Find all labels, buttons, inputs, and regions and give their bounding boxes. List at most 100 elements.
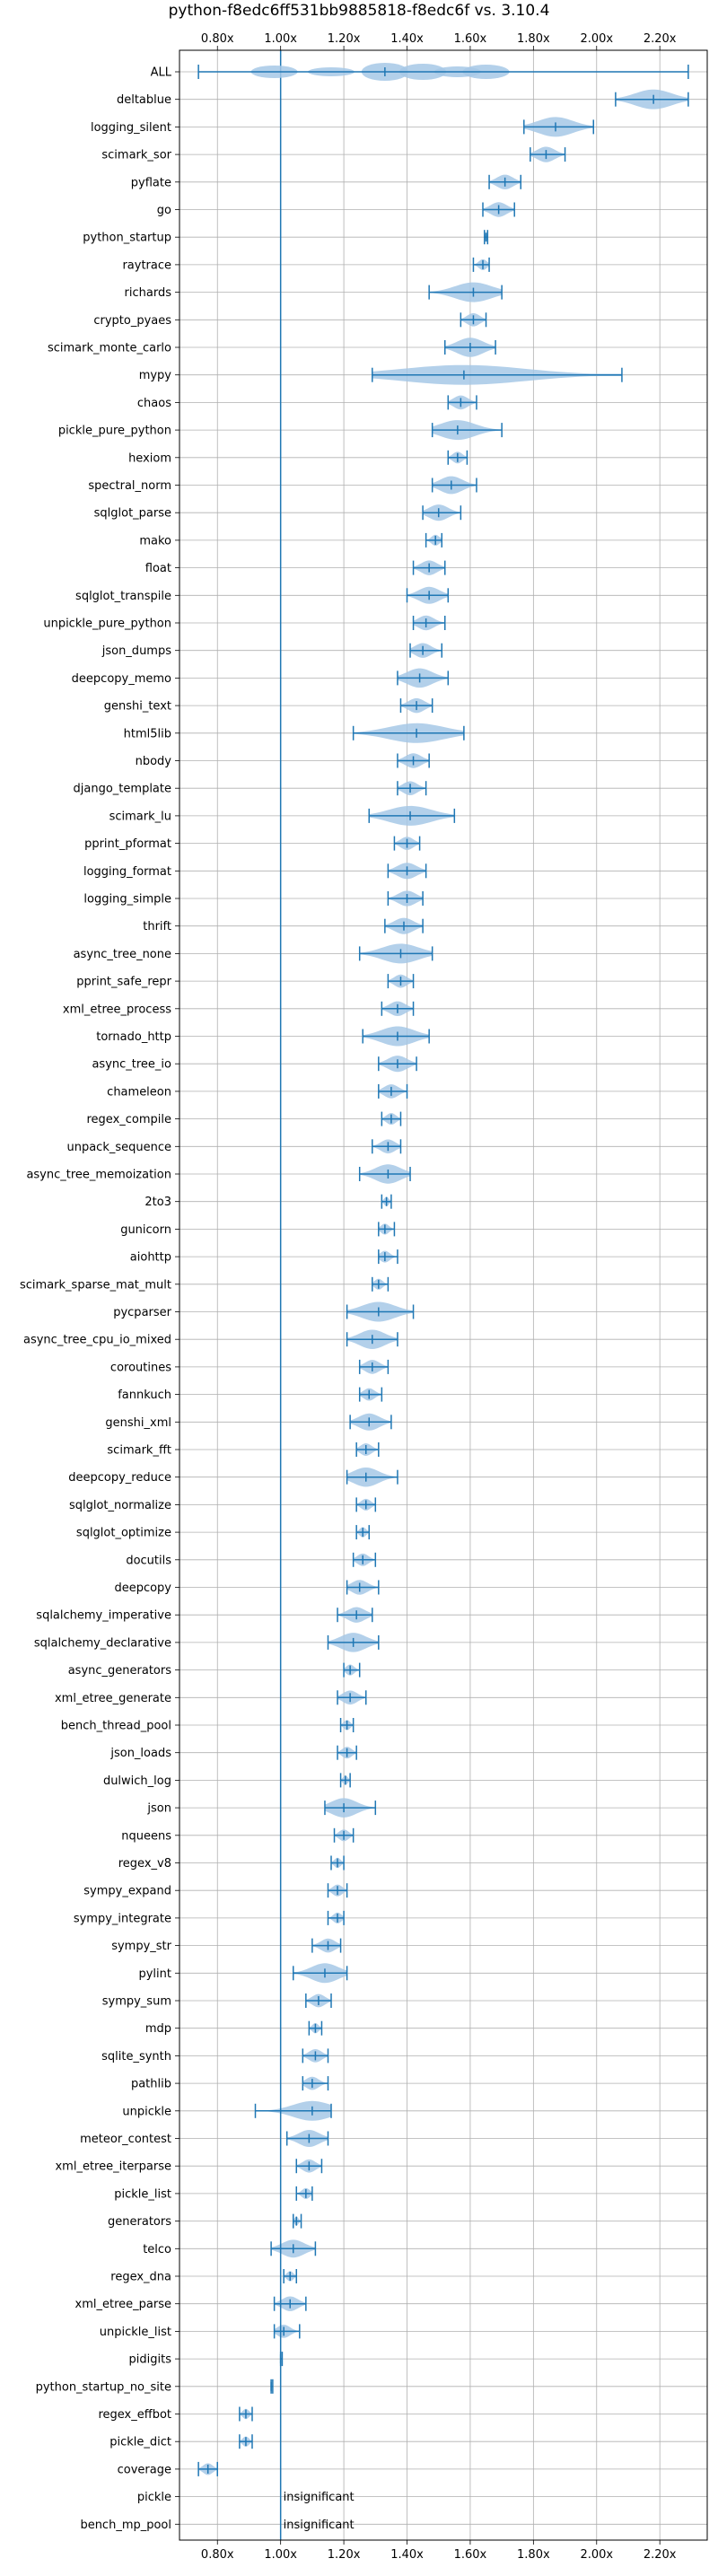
y-tick-label: regex_compile [86, 1113, 171, 1126]
x-tick-label-bottom: 2.20x [644, 2548, 677, 2562]
y-tick-label: dulwich_log [103, 1774, 171, 1788]
y-tick-label: fannkuch [118, 1389, 171, 1402]
x-tick-label-bottom: 1.60x [454, 2548, 487, 2562]
y-tick-label: sympy_sum [102, 1995, 171, 2009]
y-tick-label: sympy_expand [83, 1885, 171, 1898]
y-tick-label: hexiom [128, 451, 171, 465]
y-tick-label: sqlite_synth [101, 2050, 171, 2063]
y-tick-label: 2to3 [144, 1196, 171, 1209]
y-tick-label: pyflate [131, 176, 171, 189]
x-tick-label-bottom: 0.80x [201, 2548, 234, 2562]
y-tick-label: pickle_dict [109, 2436, 171, 2449]
y-tick-label: unpickle [122, 2105, 171, 2118]
y-tick-label: logging_format [83, 865, 171, 879]
y-tick-label: regex_effbot [98, 2408, 171, 2422]
y-tick-label: deepcopy_memo [72, 672, 171, 686]
y-tick-label: sqlalchemy_imperative [36, 1609, 171, 1623]
y-tick-label: async_tree_cpu_io_mixed [23, 1334, 171, 1347]
y-tick-label: scimark_monte_carlo [48, 342, 171, 355]
y-tick-label: pprint_safe_repr [76, 976, 171, 989]
y-tick-label: mdp [145, 2022, 171, 2036]
y-tick-label: thrift [143, 920, 171, 933]
y-tick-label: mako [139, 534, 171, 548]
y-tick-label: meteor_contest [80, 2133, 171, 2146]
y-tick-label: generators [108, 2215, 171, 2229]
y-tick-label: scimark_sor [101, 149, 171, 162]
y-tick-label: pickle_list [114, 2187, 171, 2201]
y-tick-label: ALL [151, 66, 172, 80]
y-tick-label: go [157, 204, 171, 217]
y-tick-label: xml_etree_generate [55, 1692, 171, 1705]
y-tick-label: bench_thread_pool [61, 1720, 171, 1733]
y-tick-label: scimark_sparse_mat_mult [20, 1278, 171, 1292]
y-tick-label: logging_simple [83, 893, 171, 907]
y-tick-label: pathlib [131, 2078, 171, 2091]
x-tick-label-bottom: 1.00x [264, 2548, 297, 2562]
y-tick-label: pylint [138, 1967, 171, 1981]
y-tick-label: deepcopy_reduce [68, 1471, 171, 1485]
y-tick-label: raytrace [122, 258, 171, 272]
y-tick-label: genshi_text [104, 700, 171, 714]
y-tick-label: json [146, 1802, 171, 1816]
x-tick-label-top: 0.80x [201, 32, 234, 46]
y-tick-label: regex_dna [110, 2271, 171, 2284]
x-tick-label-top: 1.20x [328, 32, 361, 46]
y-tick-label: unpack_sequence [66, 1141, 171, 1154]
y-tick-label: telco [143, 2243, 171, 2256]
y-tick-label: django_template [74, 783, 171, 796]
y-tick-label: sqlglot_parse [94, 507, 171, 521]
y-tick-label: unpickle_pure_python [43, 618, 171, 631]
y-tick-label: nqueens [121, 1829, 171, 1843]
y-tick-label: logging_silent [91, 121, 171, 135]
y-tick-label: spectral_norm [88, 479, 171, 493]
chart-title: python-f8edc6ff531bb9885818-f8edc6f vs. … [168, 2, 550, 20]
y-tick-label: python_startup [83, 232, 171, 245]
y-tick-label: xml_etree_process [63, 1003, 171, 1016]
y-tick-label: scimark_lu [109, 810, 171, 823]
x-tick-label-bottom: 2.00x [580, 2548, 613, 2562]
y-tick-label: genshi_xml [105, 1416, 171, 1430]
y-tick-label: chaos [137, 397, 171, 410]
y-tick-label: pickle_pure_python [58, 425, 171, 438]
y-tick-label: richards [125, 286, 172, 300]
y-tick-label: coverage [118, 2463, 171, 2476]
y-tick-label: async_tree_none [74, 948, 171, 961]
y-tick-label: float [145, 562, 171, 575]
x-tick-label-top: 1.40x [390, 32, 424, 46]
plot-frame [179, 49, 708, 2541]
y-tick-label: deltablue [117, 93, 171, 107]
y-tick-label: deepcopy [114, 1582, 171, 1595]
x-tick-label-top: 2.20x [644, 32, 677, 46]
y-tick-label: sqlglot_optimize [76, 1527, 171, 1540]
x-tick-label-top: 1.80x [517, 32, 550, 46]
y-tick-label: json_loads [109, 1747, 171, 1760]
y-tick-label: async_tree_io [92, 1058, 171, 1072]
y-tick-label: pickle [137, 2491, 171, 2504]
x-tick-label-bottom: 1.20x [328, 2548, 361, 2562]
y-tick-label: sympy_integrate [74, 1912, 171, 1925]
x-tick-label-top: 1.60x [454, 32, 487, 46]
x-tick-label-top: 1.00x [264, 32, 297, 46]
y-tick-label: chameleon [107, 1085, 171, 1099]
y-tick-label: mypy [139, 369, 172, 382]
y-tick-label: sqlglot_normalize [69, 1499, 171, 1512]
y-tick-label: sqlglot_transpile [75, 590, 171, 603]
y-tick-label: sqlalchemy_declarative [34, 1636, 171, 1650]
x-tick-label-bottom: 1.40x [390, 2548, 424, 2562]
marks-layer [198, 89, 688, 2475]
insignificant-label: insignificant [284, 2519, 355, 2532]
y-tick-label: xml_etree_parse [75, 2298, 171, 2311]
y-tick-label: pycparser [113, 1306, 171, 1319]
y-tick-label: scimark_fft [107, 1444, 171, 1458]
y-tick-label: tornado_http [96, 1030, 171, 1044]
insignificant-label: insignificant [284, 2491, 355, 2504]
y-tick-label: coroutines [110, 1361, 171, 1374]
y-tick-label: pprint_pformat [84, 837, 171, 851]
y-tick-label: html5lib [124, 727, 171, 740]
y-tick-label: aiohttp [130, 1251, 171, 1265]
y-tick-label: regex_v8 [118, 1857, 171, 1871]
y-tick-label: docutils [126, 1554, 171, 1567]
y-tick-label: crypto_pyaes [93, 314, 171, 328]
